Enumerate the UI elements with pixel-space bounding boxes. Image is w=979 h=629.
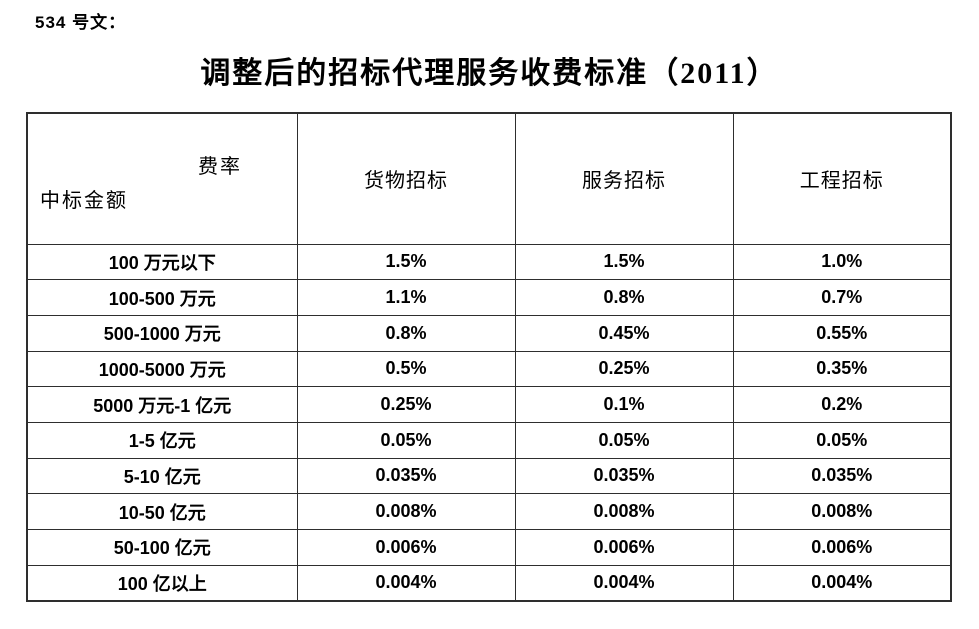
row-label: 5000 万元-1 亿元 <box>26 386 298 423</box>
fee-value: 1.1% <box>296 279 516 316</box>
fee-value: 0.006% <box>514 529 734 566</box>
table-header-row: 费率 中标金额 货物招标 服务招标 工程招标 <box>26 112 952 245</box>
corner-label-amount: 中标金额 <box>40 190 128 212</box>
fee-value: 0.45% <box>514 314 734 352</box>
fee-value: 0.1% <box>514 386 734 423</box>
table-row: 10-50 亿元 0.008% 0.008% 0.008% <box>26 493 952 530</box>
row-label: 1000-5000 万元 <box>26 350 298 388</box>
fee-value: 0.035% <box>732 457 952 495</box>
row-label: 1-5 亿元 <box>26 421 298 459</box>
table-row: 1000-5000 万元 0.5% 0.25% 0.35% <box>26 350 952 388</box>
row-label: 500-1000 万元 <box>26 314 298 352</box>
fee-value: 0.2% <box>732 386 952 423</box>
fee-value: 0.35% <box>732 350 952 388</box>
fee-value: 0.008% <box>732 493 952 530</box>
fee-value: 0.7% <box>732 279 952 316</box>
corner-label-rate: 费率 <box>198 156 242 178</box>
table-row: 50-100 亿元 0.006% 0.006% 0.006% <box>26 529 952 566</box>
column-header-services: 服务招标 <box>514 112 734 245</box>
fee-value: 1.5% <box>514 243 734 281</box>
fee-value: 0.05% <box>296 421 516 459</box>
fee-value: 0.8% <box>514 279 734 316</box>
column-header-engineering: 工程招标 <box>732 112 952 245</box>
column-header-goods: 货物招标 <box>296 112 516 245</box>
table-row: 5-10 亿元 0.035% 0.035% 0.035% <box>26 457 952 495</box>
fee-value: 1.5% <box>296 243 516 281</box>
fee-value: 0.55% <box>732 314 952 352</box>
row-label: 100 亿以上 <box>26 564 298 602</box>
fee-value: 0.004% <box>514 564 734 602</box>
row-label: 50-100 亿元 <box>26 529 298 566</box>
fee-value: 0.006% <box>732 529 952 566</box>
fee-value: 0.008% <box>296 493 516 530</box>
fee-value: 0.004% <box>732 564 952 602</box>
fee-value: 0.8% <box>296 314 516 352</box>
row-label: 10-50 亿元 <box>26 493 298 530</box>
row-label: 5-10 亿元 <box>26 457 298 495</box>
fee-value: 0.006% <box>296 529 516 566</box>
diagonal-corner-cell: 费率 中标金额 <box>26 112 298 245</box>
fee-value: 0.035% <box>296 457 516 495</box>
fee-value: 0.25% <box>514 350 734 388</box>
table-row: 500-1000 万元 0.8% 0.45% 0.55% <box>26 314 952 352</box>
table-row: 100-500 万元 1.1% 0.8% 0.7% <box>26 279 952 316</box>
fee-value: 0.5% <box>296 350 516 388</box>
table-row: 1-5 亿元 0.05% 0.05% 0.05% <box>26 421 952 459</box>
row-label: 100-500 万元 <box>26 279 298 316</box>
fee-value: 0.25% <box>296 386 516 423</box>
row-label: 100 万元以下 <box>26 243 298 281</box>
fee-value: 0.004% <box>296 564 516 602</box>
table-row: 100 万元以下 1.5% 1.5% 1.0% <box>26 243 952 281</box>
fee-value: 1.0% <box>732 243 952 281</box>
fee-value: 0.008% <box>514 493 734 530</box>
doc-number: 534 号文： <box>35 13 127 32</box>
fee-value: 0.05% <box>514 421 734 459</box>
fee-value: 0.05% <box>732 421 952 459</box>
table-row: 5000 万元-1 亿元 0.25% 0.1% 0.2% <box>26 386 952 423</box>
fee-rate-table: 费率 中标金额 货物招标 服务招标 工程招标 100 万元以下 1.5% 1.5… <box>26 112 952 602</box>
table-row: 100 亿以上 0.004% 0.004% 0.004% <box>26 564 952 602</box>
fee-value: 0.035% <box>514 457 734 495</box>
page-title: 调整后的招标代理服务收费标准（2011） <box>200 57 779 90</box>
